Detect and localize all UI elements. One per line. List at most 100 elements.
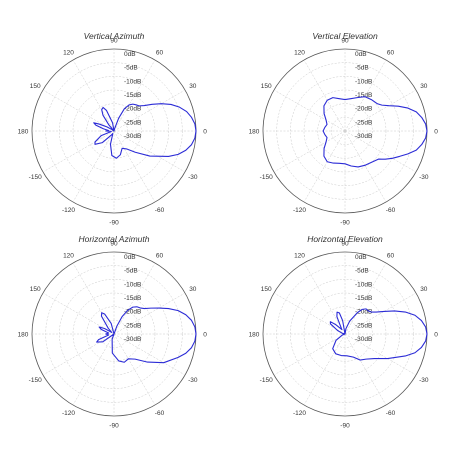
- grid-spoke: [303, 333, 346, 406]
- grid-spoke: [344, 130, 417, 173]
- grid-ring: [331, 117, 359, 145]
- grid-ring: [317, 103, 373, 159]
- grid-spoke: [72, 59, 115, 132]
- grid-spoke: [273, 89, 346, 132]
- grid-spoke: [113, 333, 186, 376]
- grid-spoke: [303, 262, 346, 335]
- grid-spoke: [72, 130, 115, 203]
- grid-ring: [303, 292, 387, 376]
- angle-label: 120: [63, 252, 74, 259]
- angle-label: -60: [155, 207, 165, 214]
- angle-label: 120: [294, 49, 305, 56]
- chart-title: Horizontal Elevation: [307, 234, 383, 244]
- grid-ring: [59, 279, 169, 389]
- chart-title: Horizontal Azimuth: [78, 234, 149, 244]
- angle-label: -60: [155, 410, 165, 417]
- grid-spoke: [42, 89, 115, 132]
- angle-label: 120: [63, 49, 74, 56]
- grid-spoke: [113, 130, 186, 173]
- angle-label: -90: [340, 422, 350, 429]
- polar-chart-4: Horizontal Elevation 0 30 60 90 120 150 180 -150…: [249, 234, 439, 429]
- grid-spoke: [303, 59, 346, 132]
- angle-label: 90: [341, 240, 349, 247]
- angle-label: 0: [434, 128, 438, 135]
- angle-label: -30: [419, 377, 429, 384]
- grid-spoke: [273, 333, 346, 376]
- angle-label: 150: [30, 83, 41, 90]
- grid-spoke: [344, 89, 417, 132]
- ring-label: -10dB: [124, 281, 141, 288]
- angle-label: 120: [294, 252, 305, 259]
- grid-spoke: [113, 333, 156, 406]
- pattern-series-line: [322, 96, 428, 168]
- angle-label: 180: [249, 128, 260, 135]
- angle-label: 30: [420, 83, 428, 90]
- ring-label: -20dB: [124, 106, 141, 113]
- angle-label: 150: [30, 286, 41, 293]
- ring-label: -15dB: [124, 295, 141, 302]
- grid-ring: [290, 76, 400, 186]
- grid-spoke: [344, 130, 387, 203]
- angle-label: 60: [156, 49, 164, 56]
- grid-ring: [100, 117, 128, 145]
- ring-label: -10dB: [124, 78, 141, 85]
- ring-label: -10dB: [355, 78, 372, 85]
- grid-spoke: [72, 262, 115, 335]
- angle-label: 0: [434, 331, 438, 338]
- ring-label: -25dB: [355, 322, 372, 329]
- ring-label: 0dB: [355, 51, 367, 58]
- angle-label: 180: [18, 128, 29, 135]
- ring-label: -20dB: [124, 309, 141, 316]
- polar-chart-3: Horizontal Azimuth 0 30 60 90 120 150 180 -150 -1…: [18, 234, 208, 429]
- grid-spoke: [113, 59, 156, 132]
- angle-label: 0: [203, 128, 207, 135]
- angle-label: 0: [203, 331, 207, 338]
- chart-title: Vertical Azimuth: [84, 31, 145, 41]
- ring-label: 0dB: [124, 254, 136, 261]
- grid-spoke: [344, 59, 387, 132]
- angle-label: -60: [386, 410, 396, 417]
- grid-spoke: [303, 130, 346, 203]
- ring-label: -5dB: [355, 65, 369, 72]
- angle-label: 30: [189, 83, 197, 90]
- angle-label: -120: [293, 207, 306, 214]
- angle-label: 180: [18, 331, 29, 338]
- angle-label: -90: [109, 219, 119, 226]
- ring-label: -25dB: [124, 119, 141, 126]
- angle-label: -150: [260, 174, 273, 181]
- ring-label: -15dB: [355, 92, 372, 99]
- angle-label: 90: [110, 240, 118, 247]
- polar-chart-2: Vertical Elevation 0 30 60 90 120 150 180 -150 -1…: [249, 31, 439, 226]
- angle-label: 60: [387, 49, 395, 56]
- ring-label: -20dB: [355, 309, 372, 316]
- grid-ring: [100, 320, 128, 348]
- angle-label: -90: [109, 422, 119, 429]
- grid-spoke: [113, 89, 186, 132]
- angle-label: -120: [62, 410, 75, 417]
- ring-label: -25dB: [124, 322, 141, 329]
- angle-label: 150: [261, 286, 272, 293]
- grid-spoke: [344, 262, 387, 335]
- grid-spoke: [113, 130, 156, 203]
- ring-label: -30dB: [124, 133, 141, 140]
- grid-spoke: [72, 333, 115, 406]
- angle-label: -150: [260, 377, 273, 384]
- grid-spoke: [344, 333, 387, 406]
- grid-spoke: [113, 292, 186, 335]
- angle-label: -30: [188, 377, 198, 384]
- angle-label: -120: [293, 410, 306, 417]
- chart-title: Vertical Elevation: [312, 31, 378, 41]
- grid-ring: [303, 89, 387, 173]
- grid-ring: [331, 320, 359, 348]
- grid-ring: [72, 292, 156, 376]
- grid-spoke: [113, 262, 156, 335]
- angle-label: -150: [29, 377, 42, 384]
- grid-ring: [72, 89, 156, 173]
- angle-label: 90: [110, 37, 118, 44]
- ring-label: -20dB: [355, 106, 372, 113]
- angle-label: -90: [340, 219, 350, 226]
- ring-label: -10dB: [355, 281, 372, 288]
- ring-label: 0dB: [355, 254, 367, 261]
